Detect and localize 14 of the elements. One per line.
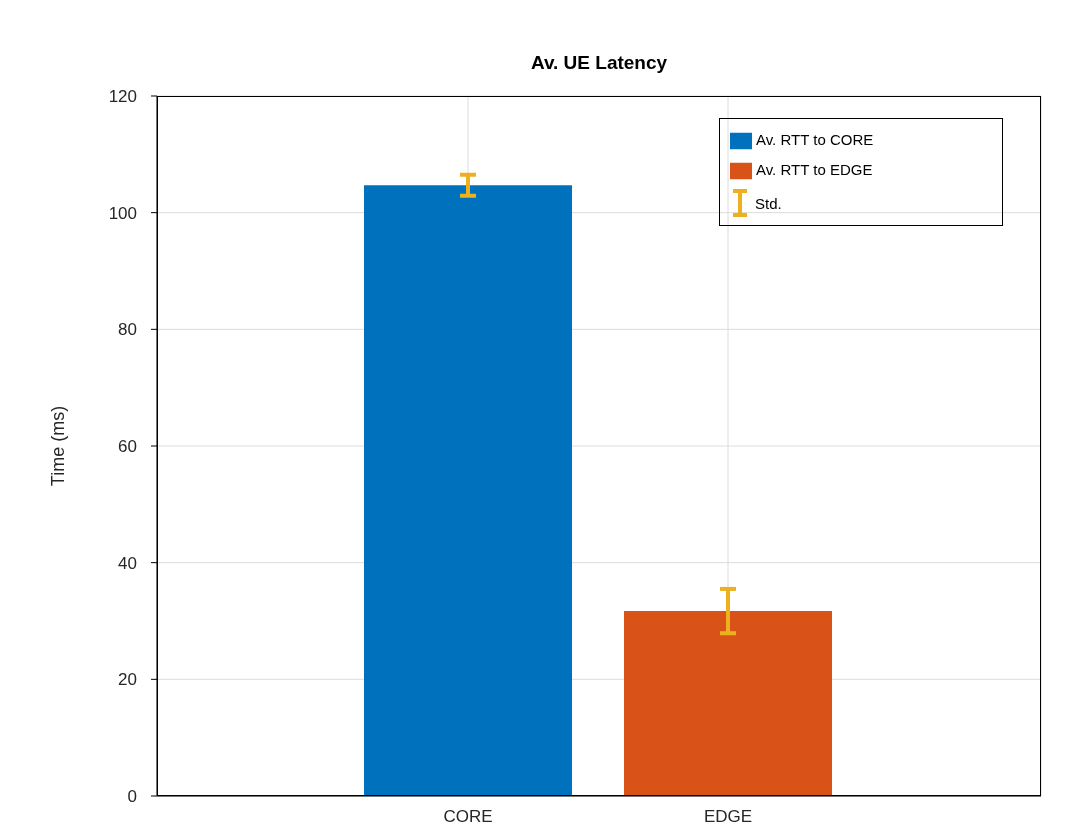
legend-label: Av. RTT to CORE — [756, 131, 874, 148]
chart-title: Av. UE Latency — [529, 52, 669, 74]
annotation: Std. — [755, 194, 782, 212]
legend-label: Av. RTT to EDGE — [756, 161, 873, 178]
y-tick-label: 0 — [127, 787, 137, 807]
y-tick-label: 60 — [118, 437, 137, 457]
x-tick-label: EDGE — [703, 807, 753, 827]
y-axis-title: Time (ms) — [48, 405, 69, 487]
y-tick-label: 120 — [108, 87, 137, 107]
x-tick-label: CORE — [443, 807, 493, 827]
y-tick-label: 80 — [118, 320, 137, 340]
y-tick-label: 100 — [108, 203, 137, 223]
y-tick-label: 20 — [118, 670, 137, 690]
y-tick-label: 40 — [118, 553, 137, 573]
